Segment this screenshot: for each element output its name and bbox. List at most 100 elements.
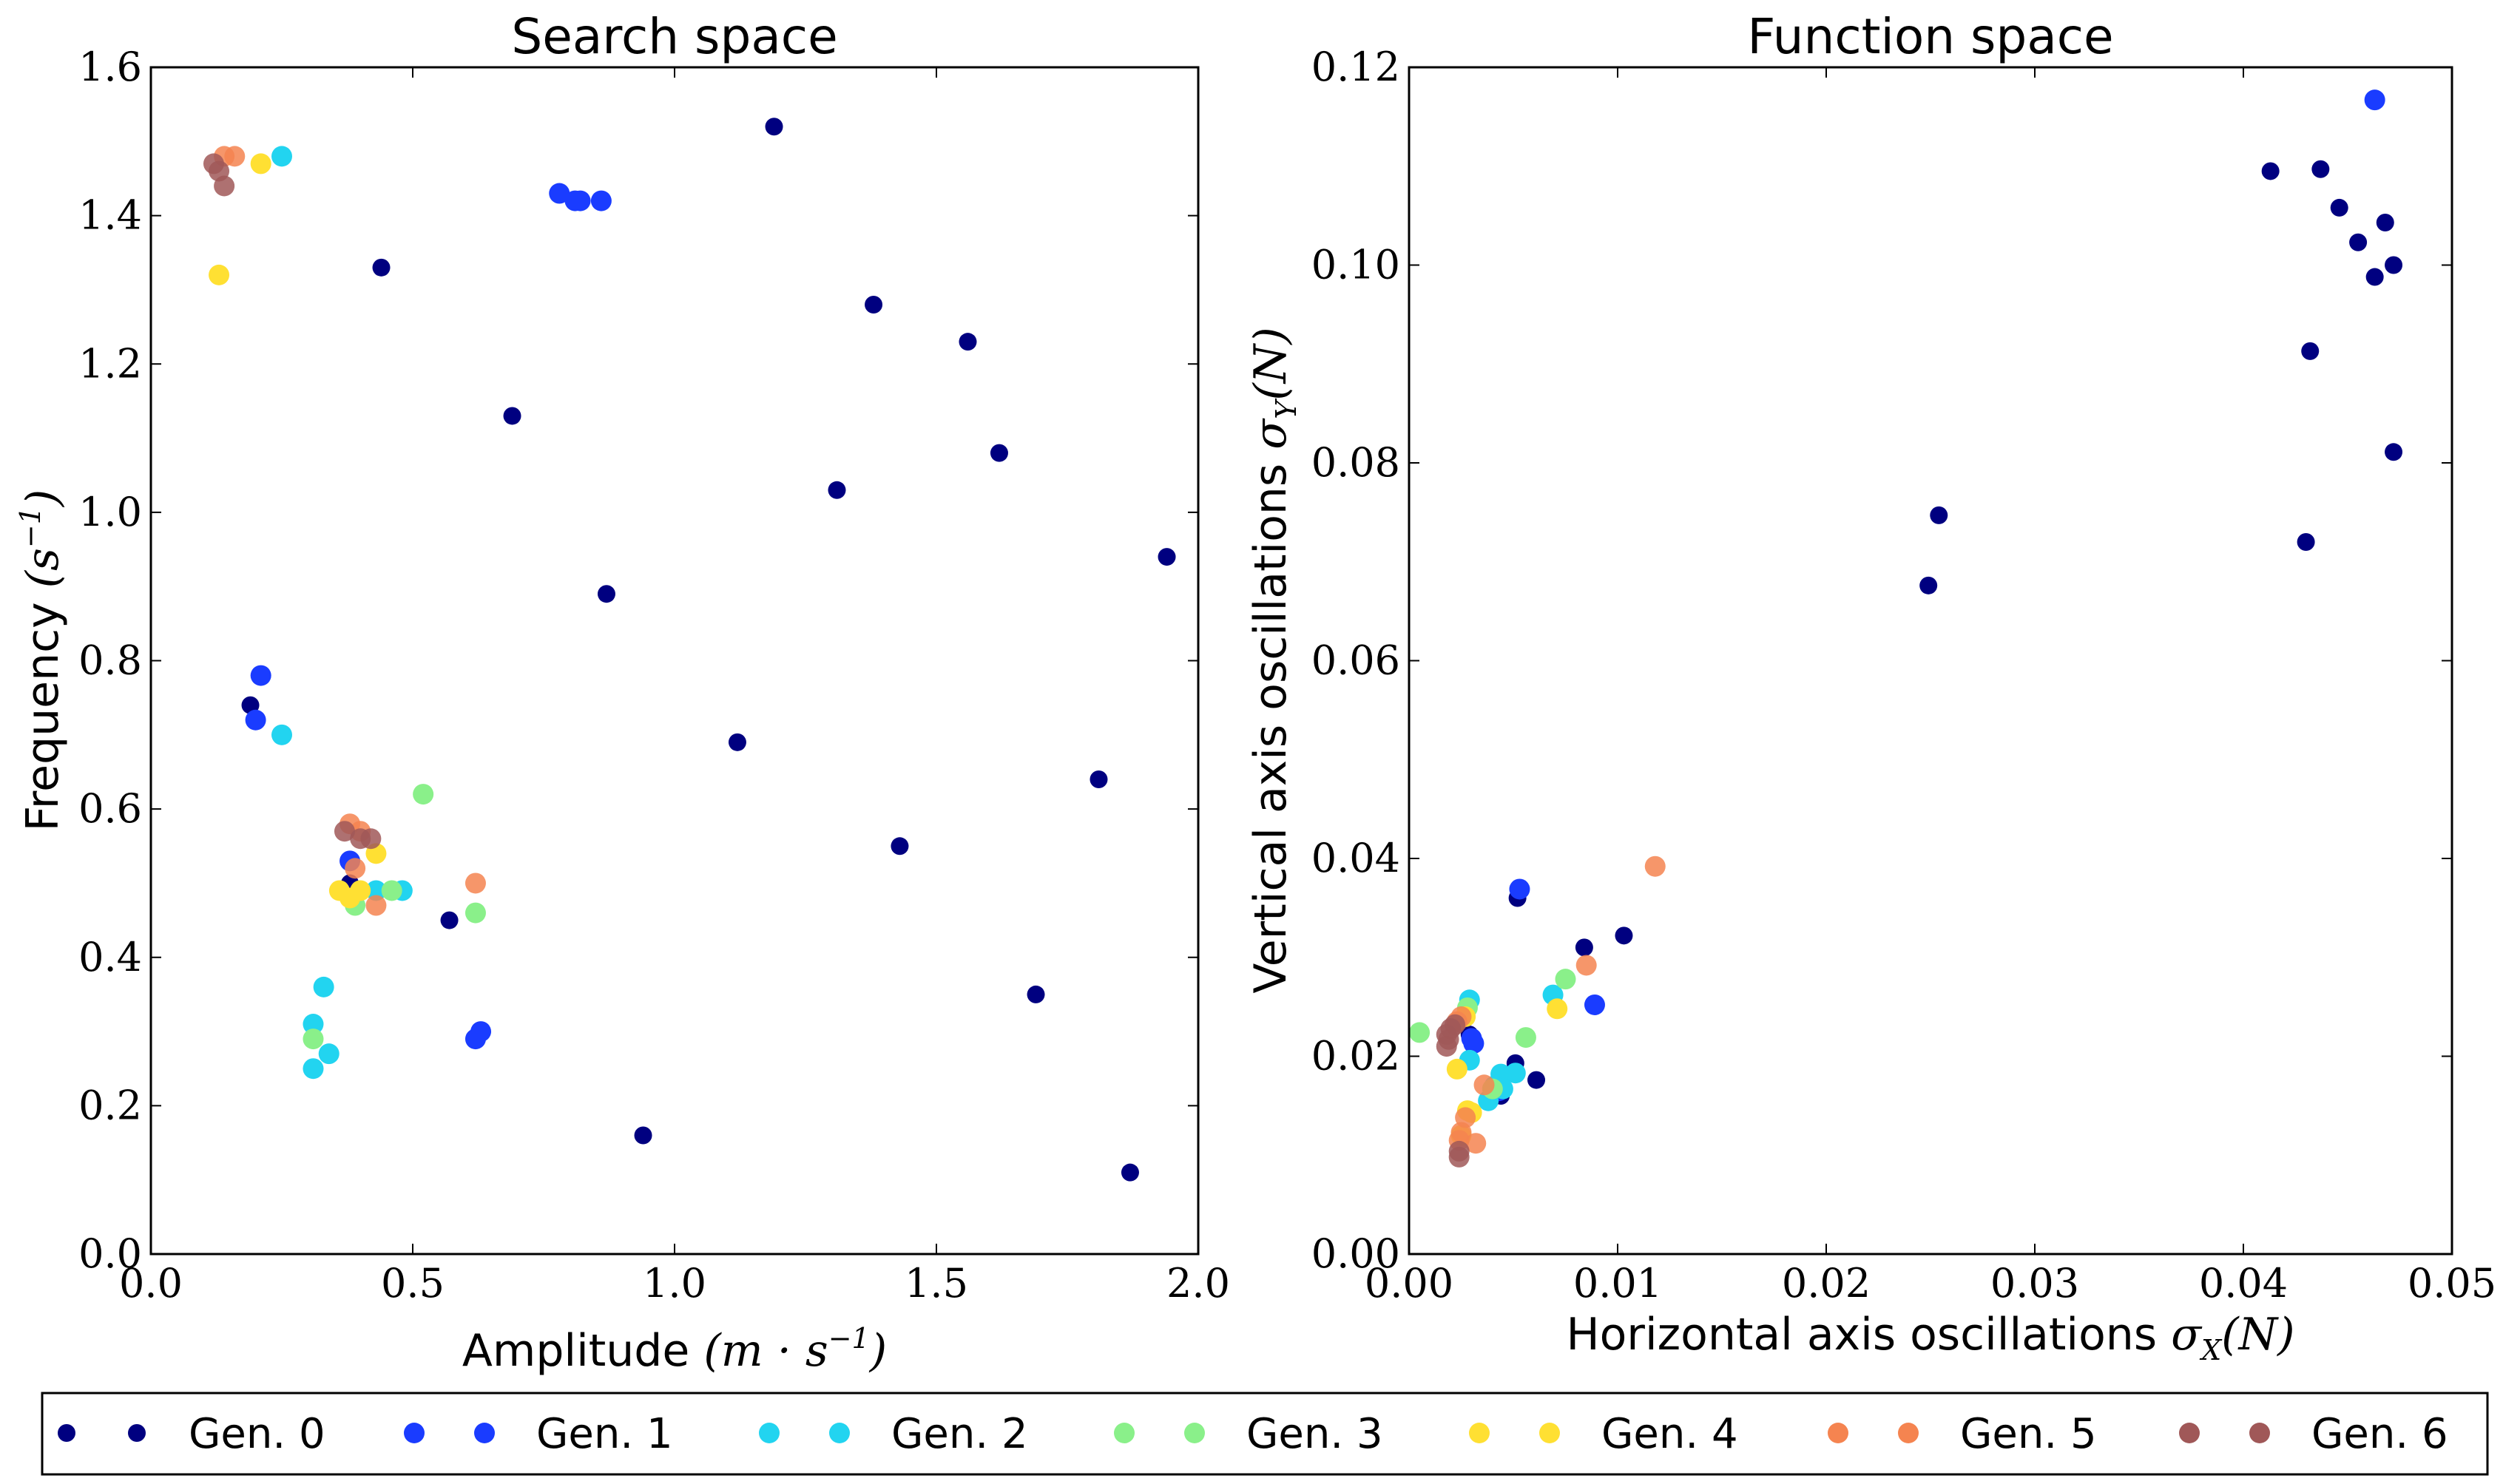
data-point — [271, 146, 292, 167]
data-point — [413, 784, 434, 805]
data-point — [1930, 506, 1948, 524]
y-tick-label: 1.2 — [78, 340, 142, 387]
data-point — [214, 175, 235, 197]
y-tick-label: 1.0 — [78, 489, 142, 535]
data-point — [2261, 162, 2280, 180]
data-point — [1584, 994, 1605, 1015]
data-point — [381, 880, 402, 901]
data-point — [765, 118, 783, 136]
y-tick-label: 0.08 — [1311, 439, 1400, 486]
data-point — [1575, 955, 1597, 976]
x-tick-label: 0.0 — [119, 1260, 183, 1307]
data-point — [313, 976, 334, 997]
legend-frame — [41, 1392, 2489, 1476]
legend-label: Gen. 3 — [1246, 1410, 1383, 1458]
data-point — [2365, 268, 2384, 286]
x-tick-label: 1.5 — [905, 1260, 968, 1307]
legend-label: Gen. 0 — [189, 1410, 325, 1458]
x-tick-label: 0.02 — [1782, 1260, 1871, 1307]
y-tick-label: 0.4 — [78, 934, 142, 980]
x-tick-label: 0.04 — [2199, 1260, 2288, 1307]
y-tick-label: 0.00 — [1311, 1230, 1400, 1277]
legend-label: Gen. 5 — [1960, 1410, 2097, 1458]
data-point — [350, 828, 371, 850]
data-point — [1527, 1071, 1546, 1089]
data-point — [365, 895, 387, 916]
data-point — [250, 153, 271, 175]
y-tick-label: 0.2 — [78, 1082, 142, 1128]
data-point — [303, 1058, 324, 1080]
y-tick-label: 0.12 — [1311, 44, 1400, 90]
data-point — [549, 183, 570, 204]
data-point — [570, 190, 591, 211]
x-tick-label: 0.5 — [381, 1260, 445, 1307]
points-layer — [1409, 89, 2403, 1168]
y-tick-label: 0.02 — [1311, 1033, 1400, 1080]
y-tick-label: 0.0 — [78, 1230, 142, 1277]
data-point — [250, 665, 271, 686]
data-point — [245, 709, 266, 731]
data-point — [2364, 89, 2385, 111]
data-point — [1463, 1033, 1484, 1054]
data-point — [1555, 969, 1576, 990]
legend-marker — [1469, 1423, 1490, 1443]
data-point — [1509, 878, 1530, 900]
data-point — [209, 264, 230, 285]
data-point — [350, 880, 371, 901]
data-point — [303, 1029, 324, 1050]
data-point — [1158, 548, 1176, 566]
data-point — [1448, 1146, 1470, 1168]
data-point — [990, 444, 1008, 462]
y-tick-label: 0.8 — [78, 637, 142, 684]
y-tick-label: 0.06 — [1311, 637, 1400, 684]
data-point — [345, 858, 366, 879]
x-tick-label: 2.0 — [1166, 1260, 1230, 1307]
chart-title: Function space — [1747, 8, 2113, 65]
ticks-layer: 0.00 0.01 0.02 0.03 0.04 0.05 0.00 0.02 0.04 0.06… — [1311, 44, 2496, 1307]
data-point — [2301, 342, 2320, 360]
legend: Gen. 0 Gen. 1 Gen. 2 Gen. 3 Gen. 4 Gen. 5 Gen.… — [41, 1392, 2489, 1476]
data-point — [1445, 1014, 1466, 1035]
data-point — [365, 880, 387, 901]
x-tick-label: 1.0 — [643, 1260, 706, 1307]
legend-entries: Gen. 0 Gen. 1 Gen. 2 Gen. 3 Gen. 4 Gen. 5 Gen.… — [58, 1410, 2448, 1458]
data-point — [828, 481, 846, 499]
x-tick-label: 0.03 — [1990, 1260, 2079, 1307]
y-tick-label: 0.6 — [78, 785, 142, 832]
data-point — [1919, 576, 1938, 594]
data-point — [1409, 1022, 1430, 1043]
data-point — [271, 724, 292, 745]
legend-marker — [1539, 1423, 1560, 1443]
data-point — [2385, 256, 2403, 274]
chart-title: Search space — [511, 8, 837, 65]
y-tick-label: 1.6 — [78, 44, 142, 90]
legend-marker — [2249, 1423, 2270, 1443]
data-point — [597, 585, 615, 603]
data-point — [634, 1126, 652, 1145]
data-point — [470, 1021, 492, 1043]
data-point — [959, 333, 977, 351]
data-point — [440, 911, 459, 929]
data-point — [1090, 770, 1108, 788]
legend-marker — [404, 1423, 425, 1443]
legend-marker — [1828, 1423, 1848, 1443]
legend-marker — [829, 1423, 850, 1443]
data-point — [1446, 1058, 1467, 1080]
data-point — [503, 407, 521, 425]
data-point — [2349, 233, 2368, 251]
points-layer — [203, 118, 1176, 1182]
data-point — [2330, 198, 2348, 217]
data-point — [1473, 1074, 1495, 1096]
data-point — [1615, 926, 1633, 945]
y-axis-label: Frequency (s−1) — [14, 489, 69, 832]
y-tick-label: 0.10 — [1311, 242, 1400, 288]
data-point — [318, 1043, 340, 1065]
data-point — [1436, 1036, 1457, 1057]
data-point — [2385, 443, 2403, 461]
legend-marker — [2179, 1423, 2200, 1443]
legend-marker — [474, 1423, 495, 1443]
y-tick-label: 0.04 — [1311, 835, 1400, 881]
legend-label: Gen. 2 — [891, 1410, 1028, 1458]
legend-marker — [1114, 1423, 1135, 1443]
